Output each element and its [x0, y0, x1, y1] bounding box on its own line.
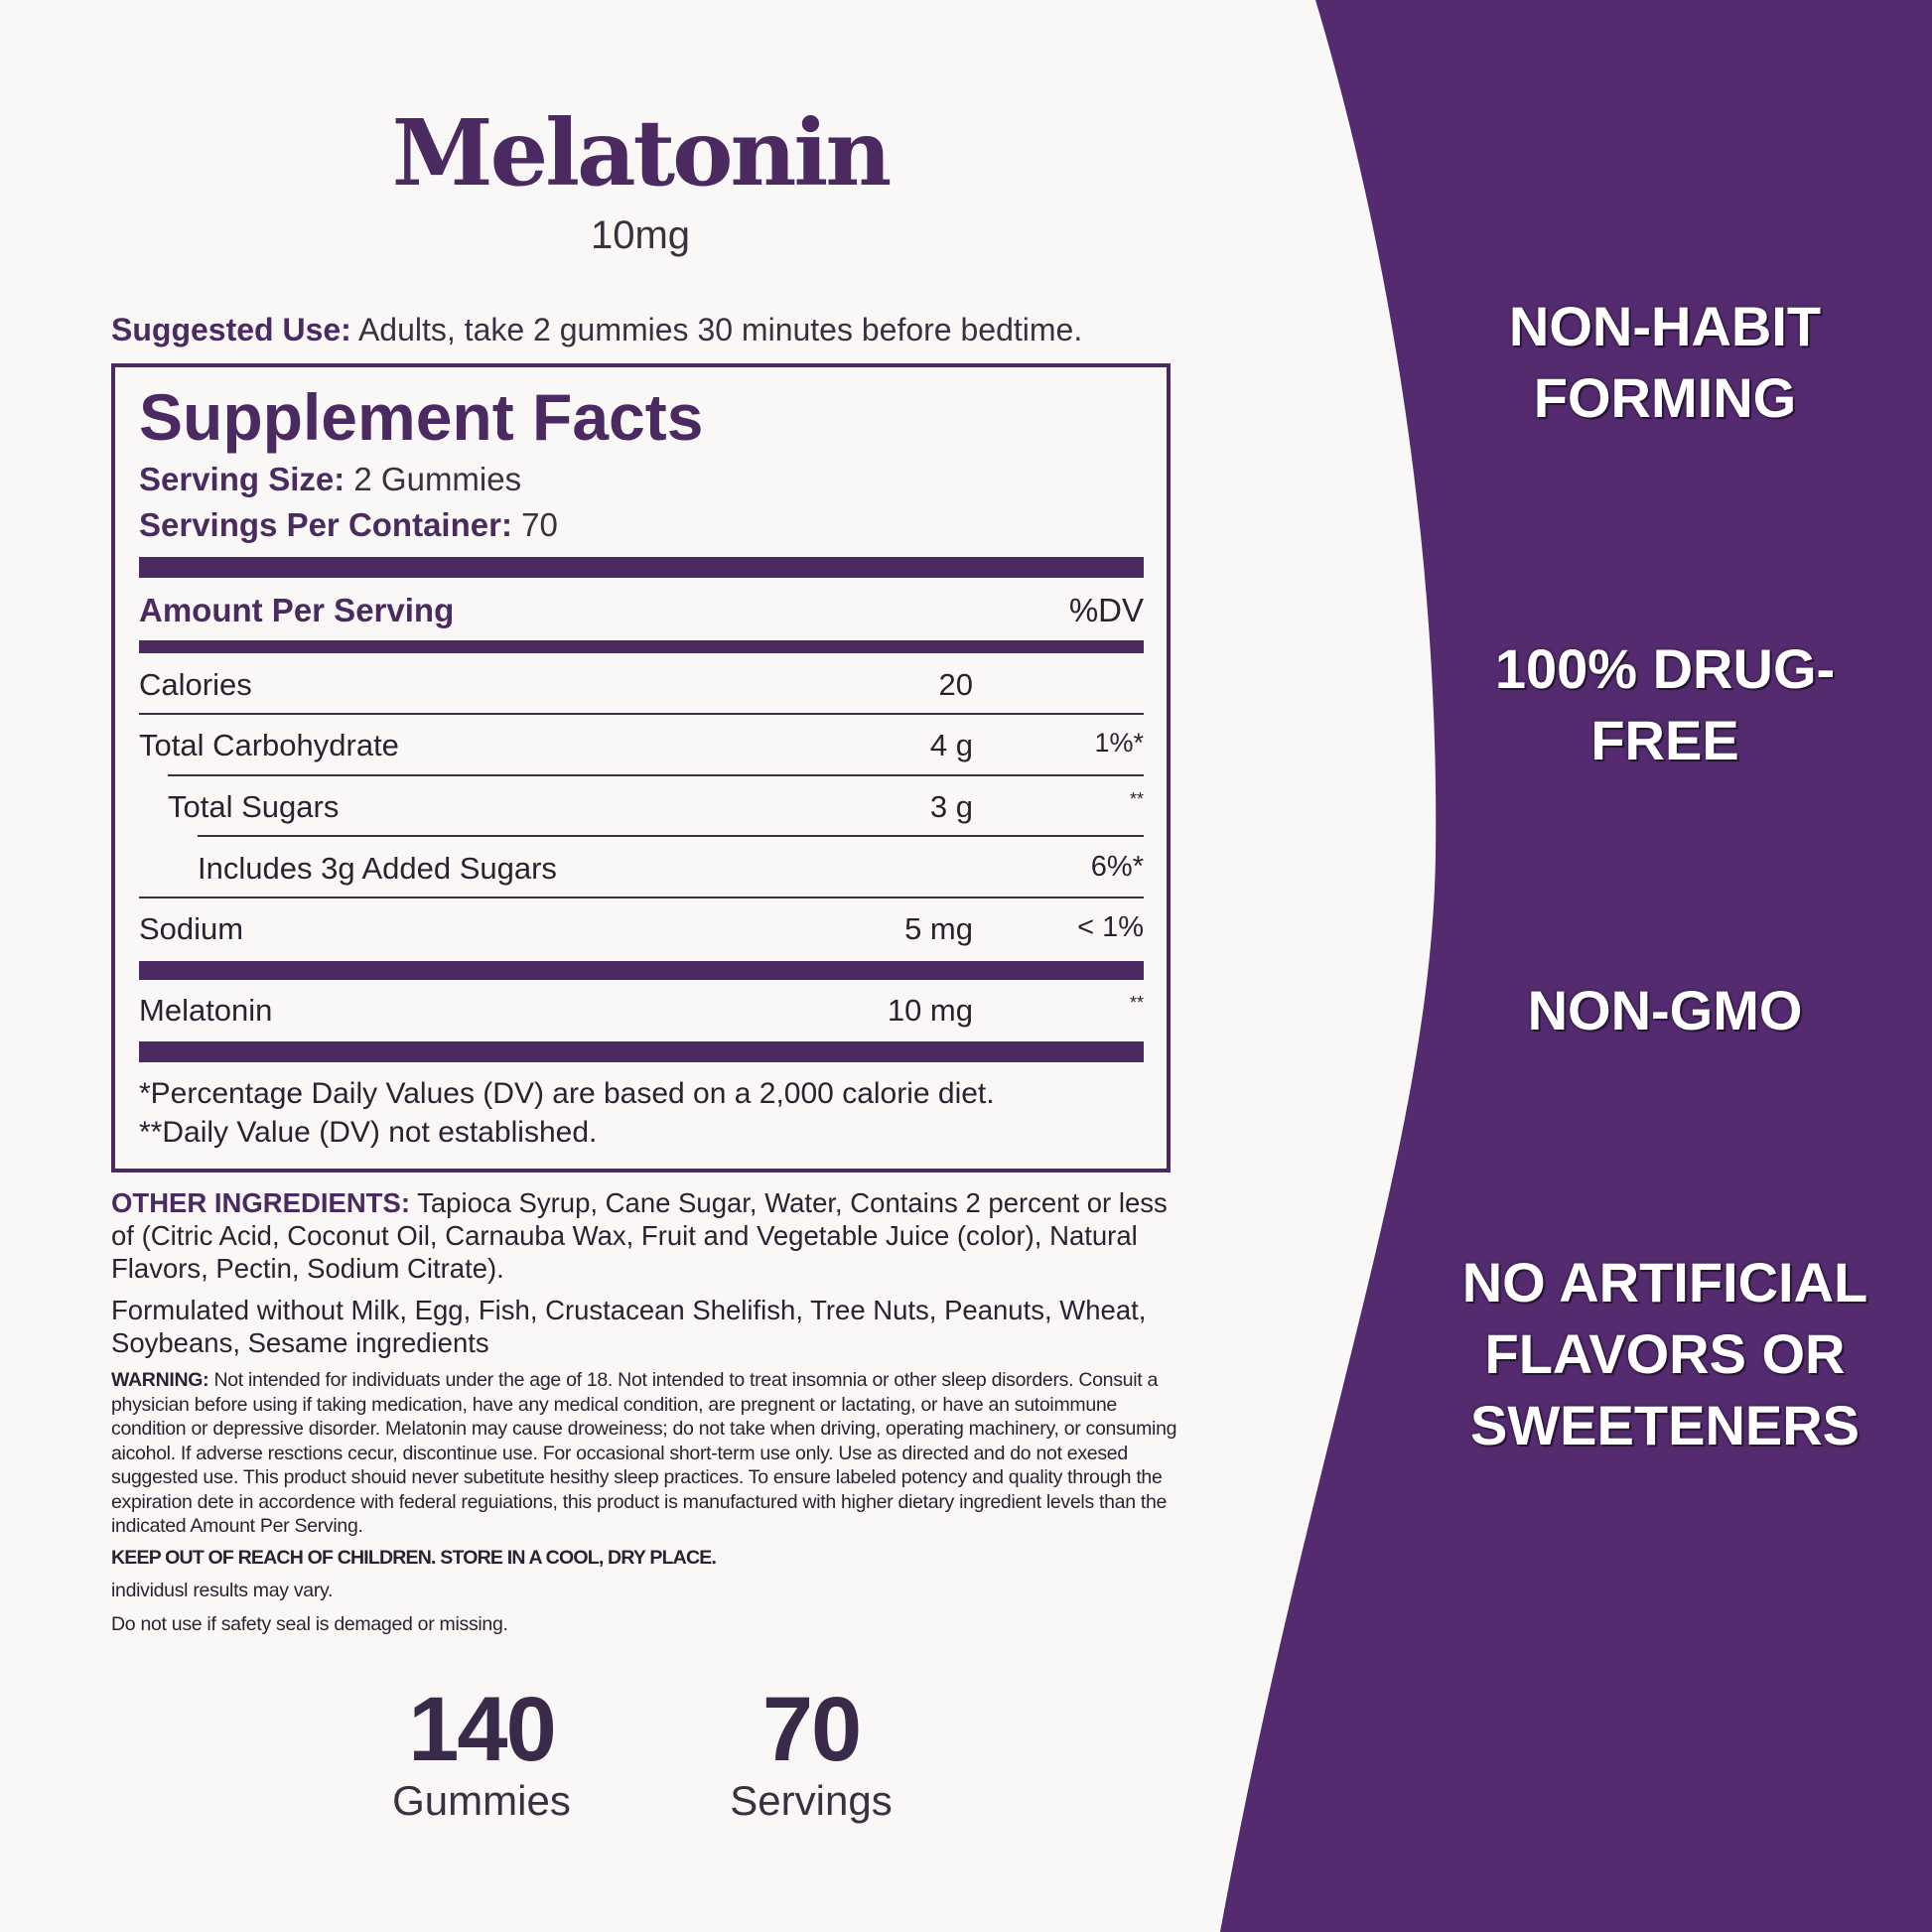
- product-strength: 10mg: [590, 213, 691, 257]
- nutrient-amount: 5 mg: [904, 911, 973, 946]
- facts-row: Melatonin 10 mg **: [139, 993, 1144, 1033]
- row-divider: [168, 774, 1144, 776]
- servings-value: 70: [511, 506, 558, 543]
- thick-divider: [139, 961, 1144, 980]
- nutrient-name: Includes 3g Added Sugars: [198, 851, 557, 886]
- nutrient-dv: **: [1129, 789, 1144, 809]
- facts-row: Sodium 5 mg < 1%: [139, 911, 1144, 951]
- servings-label: Servings Per Container:: [139, 506, 512, 543]
- gummies-count: 140: [408, 1679, 557, 1780]
- facts-row: Includes 3g Added Sugars 6%*: [139, 851, 1144, 891]
- servings-count: 70: [761, 1679, 862, 1780]
- thick-divider: [139, 557, 1144, 578]
- other-ingredients-label: OTHER INGREDIENTS:: [111, 1187, 410, 1218]
- footnote-not-established: **Daily Value (DV) not established.: [139, 1116, 598, 1149]
- nutrient-name: Total Carbohydrate: [139, 728, 399, 762]
- row-divider: [198, 835, 1144, 837]
- serving-size-label: Serving Size:: [139, 461, 345, 497]
- nutrient-amount: 10 mg: [887, 993, 973, 1028]
- product-name: Melatonin: [391, 99, 893, 207]
- nutrient-amount: 4 g: [929, 728, 973, 762]
- keep-out-notice: KEEP OUT OF REACH OF CHILDREN. STORE IN …: [111, 1547, 717, 1569]
- facts-row: Calories 20: [139, 667, 1144, 707]
- suggested-use-label: Suggested Use:: [111, 312, 351, 347]
- seal-notice: Do not use if safety seal is demaged or …: [111, 1613, 508, 1635]
- supplement-facts-panel: [111, 363, 1171, 1173]
- gummies-label: Gummies: [392, 1777, 571, 1824]
- facts-title: Supplement Facts: [139, 380, 704, 454]
- other-ingredients-text: Tapioca Syrup, Cane Sugar, Water, Contai…: [111, 1187, 1168, 1284]
- nutrient-name: Total Sugars: [168, 789, 340, 824]
- serving-size: Serving Size: 2 Gummies: [139, 461, 521, 498]
- allergen-statement: Formulated without Milk, Egg, Fish, Crus…: [111, 1295, 1147, 1358]
- suggested-use-text: Adults, take 2 gummies 30 minutes before…: [350, 312, 1083, 347]
- facts-row: Total Carbohydrate 4 g 1%*: [139, 728, 1144, 767]
- servings-count-label: Servings: [730, 1777, 893, 1824]
- servings-per-container: Servings Per Container: 70: [139, 506, 558, 544]
- nutrient-amount: 20: [938, 667, 973, 702]
- claim-no-artificial: NO ARTIFICIAL FLAVORS OR SWEETENERS: [1461, 1251, 1868, 1456]
- row-divider: [139, 897, 1144, 898]
- other-ingredients: OTHER INGREDIENTS: Tapioca Syrup, Cane S…: [111, 1186, 1183, 1285]
- nutrient-dv: **: [1129, 993, 1144, 1013]
- medium-divider: [139, 640, 1144, 653]
- thick-divider: [139, 1041, 1144, 1062]
- nutrient-dv: < 1%: [1077, 911, 1144, 943]
- nutrient-name: Melatonin: [139, 993, 273, 1028]
- amount-header: Amount Per Serving: [139, 592, 455, 628]
- results-notice: individusl results may vary.: [111, 1580, 334, 1601]
- nutrient-dv: 1%*: [1094, 728, 1144, 758]
- serving-size-value: 2 Gummies: [345, 461, 522, 497]
- claim-non-gmo: NON-GMO: [1527, 979, 1803, 1041]
- amount-header-row: Amount Per Serving %DV: [139, 592, 1144, 631]
- nutrient-name: Sodium: [139, 911, 244, 946]
- suggested-use: Suggested Use: Adults, take 2 gummies 30…: [111, 312, 1082, 348]
- claim-non-habit-forming: NON-HABIT FORMING: [1508, 295, 1822, 429]
- nutrient-name: Calories: [139, 667, 252, 702]
- footnote-dv: *Percentage Daily Values (DV) are based …: [139, 1077, 995, 1110]
- warning-text: Not intended for individuats under the a…: [111, 1369, 1177, 1537]
- claim-drug-free: 100% DRUG-FREE: [1494, 637, 1836, 771]
- row-divider: [139, 713, 1144, 715]
- nutrient-dv: 6%*: [1090, 851, 1144, 883]
- nutrient-amount: 3 g: [929, 789, 973, 824]
- dv-header: %DV: [1068, 592, 1144, 628]
- facts-row: Total Sugars 3 g **: [139, 789, 1144, 829]
- warning: WARNING: Not intended for individuats un…: [111, 1368, 1193, 1539]
- warning-label: WARNING:: [111, 1369, 209, 1391]
